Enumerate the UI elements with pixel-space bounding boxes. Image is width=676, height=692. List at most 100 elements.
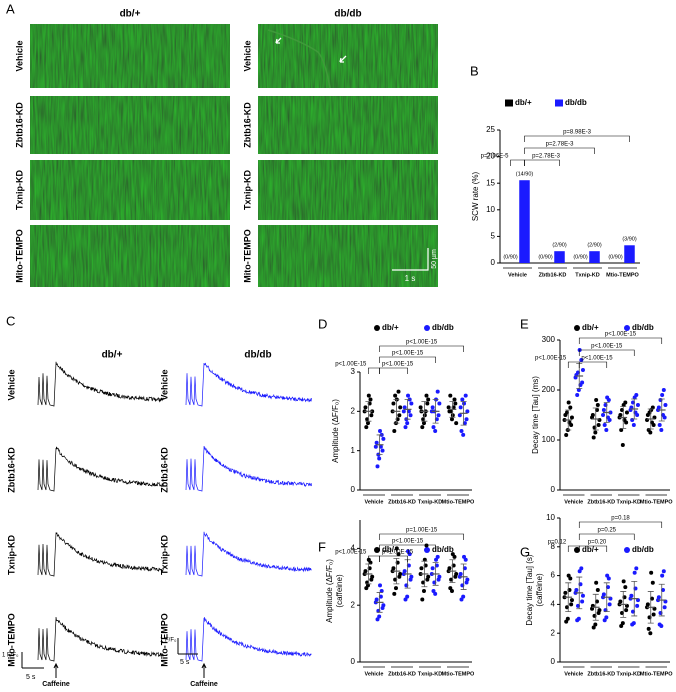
error-bar (460, 563, 467, 590)
bracket (567, 361, 580, 368)
error-bar (432, 562, 439, 586)
dot (569, 598, 574, 603)
dot (426, 397, 431, 402)
dot (646, 626, 651, 631)
legend-label: db/db (432, 323, 454, 332)
x-tick-label: Vehicle (365, 499, 384, 505)
x-tick-label: Txnip-KD (617, 499, 641, 505)
kymographs: Vehicle Zbtb16-KD Txnip-KD Mito-TEMPO Vehicl… (14, 24, 438, 287)
dot (648, 631, 653, 636)
p-value: p=8.98E-3 (563, 130, 592, 136)
dot (392, 429, 397, 433)
y-axis-label: Decay time [Tau] (ms) (531, 376, 540, 454)
dot (437, 401, 442, 406)
column-header: db/+ (120, 9, 141, 20)
kymograph-noise (258, 96, 438, 154)
dot (450, 552, 455, 557)
trace (185, 362, 312, 407)
dot (657, 622, 662, 627)
legend-swatch (574, 547, 580, 553)
dot (430, 566, 435, 571)
legend-swatch (555, 99, 563, 107)
dot (618, 413, 623, 417)
dot (580, 593, 585, 598)
kymograph-noise (30, 160, 230, 220)
value-label: (0/90) (538, 254, 553, 260)
bar (519, 180, 530, 263)
legend-label: db/+ (582, 545, 599, 554)
dot (563, 590, 568, 595)
p-value: p=7.06E-5 (481, 154, 510, 160)
dot (623, 585, 628, 590)
legend-swatch (624, 325, 630, 331)
legend-label: db/db (432, 545, 454, 554)
p-value: p<1.00E-15 (591, 344, 623, 350)
x-tick-label: Mtio-TEMPO (640, 671, 673, 677)
dot (629, 593, 634, 598)
kymograph-noise (30, 225, 230, 287)
x-tick-label: Zbtb16-KD (587, 499, 615, 505)
dot (597, 608, 602, 613)
dot (564, 433, 569, 437)
kymograph-noise (258, 160, 438, 220)
bracket (524, 159, 560, 166)
error-bar (393, 557, 400, 585)
dot (396, 552, 401, 557)
dot (398, 405, 403, 410)
bar (589, 251, 600, 263)
bracket (379, 356, 436, 363)
dot (459, 429, 464, 433)
dot (459, 597, 464, 602)
kymograph-noise (30, 96, 230, 154)
arrow (275, 37, 282, 44)
x-tick-label: Vehicle (365, 671, 384, 677)
p-value: p<1.00E-15 (382, 550, 414, 556)
error-bar (576, 576, 583, 610)
trace (185, 445, 312, 492)
x-tick-label: Txnip-KD (418, 671, 442, 677)
error-bar (365, 563, 372, 585)
dot (621, 403, 626, 407)
dot (422, 557, 427, 562)
legend-swatch (424, 547, 430, 553)
dot (365, 421, 370, 426)
dot (424, 393, 429, 398)
kymograph-noise (258, 225, 438, 287)
legend-label: db/+ (582, 323, 599, 332)
p-value: p<1.00E-15 (605, 332, 637, 338)
dot (394, 546, 399, 551)
bar (554, 251, 565, 263)
column-header: db/db (334, 9, 361, 20)
dot (604, 428, 609, 432)
y-tick-label: 2 (551, 628, 556, 637)
dot (594, 398, 599, 402)
dot (590, 413, 595, 417)
dot (448, 393, 453, 398)
legend-label: db/db (632, 545, 654, 554)
row-label: Vehicle (242, 40, 252, 71)
dot (634, 566, 639, 571)
bracket (578, 545, 608, 552)
p-value: p<1.00E-15 (581, 356, 613, 362)
y-tick-label: 0 (551, 657, 556, 666)
dot (434, 557, 439, 562)
wave (267, 29, 331, 89)
value-label: (0/90) (503, 254, 518, 260)
p-value: p<1.00E-15 (335, 550, 367, 556)
legend-label: db/+ (515, 98, 532, 107)
panel-label: D (318, 316, 327, 331)
dot (575, 618, 580, 623)
error-bar (365, 401, 372, 422)
panel-label: C (6, 313, 15, 328)
dot (462, 401, 467, 406)
value-label: (14/90) (516, 172, 534, 178)
dot (662, 605, 667, 610)
dot (431, 589, 436, 593)
dot (366, 557, 371, 562)
y-axis-label: SCW rate (%) (471, 172, 480, 222)
dot (449, 417, 454, 422)
row-label: Txnip-KD (242, 170, 252, 210)
bracket (524, 135, 630, 142)
row-label: Mito-TEMPO (6, 613, 16, 667)
